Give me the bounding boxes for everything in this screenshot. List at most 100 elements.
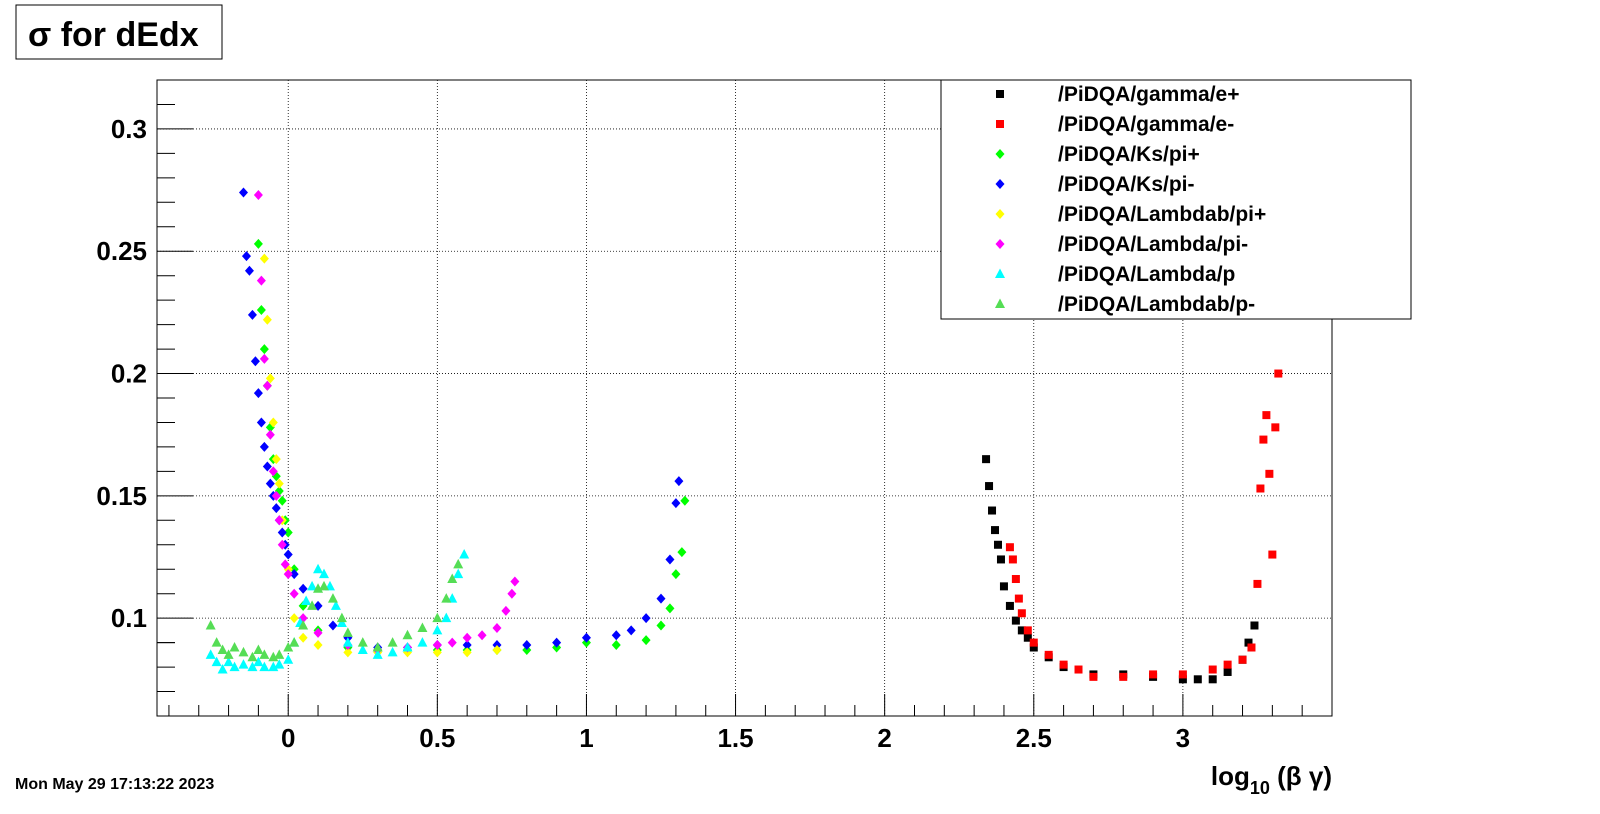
data-point	[253, 656, 264, 667]
legend-label: /PiDQA/Ks/pi+	[1058, 143, 1200, 166]
data-point	[253, 189, 263, 200]
data-point	[253, 388, 263, 399]
series-0	[982, 455, 1259, 684]
data-point	[665, 554, 675, 565]
data-point	[247, 661, 258, 672]
x-tick-label: 3	[1176, 723, 1190, 753]
y-tick-label: 0.25	[96, 236, 147, 266]
data-point	[626, 625, 636, 636]
data-point	[492, 644, 502, 655]
data-point	[1017, 609, 1026, 618]
data-point	[238, 646, 249, 657]
data-point	[462, 640, 472, 651]
data-point	[1014, 594, 1023, 603]
data-point	[217, 644, 228, 654]
data-point	[289, 613, 299, 624]
data-point	[289, 569, 299, 580]
data-point	[985, 482, 994, 491]
data-point	[274, 478, 284, 489]
data-point	[313, 563, 324, 574]
axes: 0 0.5 1 1.5 2 2.5 3 0.1 0.15 0.2 0.25 0.3	[96, 79, 1303, 753]
x-axis-label: log10 (β γ)	[1211, 761, 1332, 798]
data-point	[268, 417, 278, 428]
data-point	[223, 656, 234, 667]
data-point	[280, 559, 290, 570]
legend-label: /PiDQA/gamma/e-	[1058, 113, 1234, 136]
legend-marker	[995, 179, 1005, 189]
data-point	[432, 640, 442, 651]
data-point	[229, 661, 240, 672]
data-point	[1089, 672, 1098, 681]
data-point	[298, 619, 309, 630]
data-point	[671, 498, 681, 509]
data-point	[1008, 555, 1017, 564]
data-point	[1023, 633, 1032, 642]
data-point	[510, 576, 520, 587]
data-point	[680, 495, 690, 506]
x-tick-label: 2	[877, 723, 891, 753]
data-point	[274, 515, 284, 526]
legend-label: /PiDQA/gamma/e+	[1058, 83, 1239, 106]
data-point	[492, 622, 502, 633]
data-point	[268, 651, 279, 662]
data-point	[328, 620, 338, 631]
data-point	[1074, 665, 1083, 674]
y-tick-label: 0.2	[111, 359, 147, 389]
data-point	[283, 527, 293, 538]
data-point	[387, 637, 398, 647]
data-point	[1271, 423, 1280, 432]
data-point	[238, 659, 249, 669]
data-point	[1011, 616, 1020, 625]
data-point	[1149, 670, 1158, 679]
data-point	[253, 238, 263, 249]
legend-label: /PiDQA/Lambda/p	[1058, 263, 1235, 286]
data-point	[671, 569, 681, 580]
data-point	[453, 568, 464, 579]
data-point	[453, 558, 464, 569]
data-point	[301, 595, 312, 606]
data-point	[205, 619, 216, 630]
grid	[157, 80, 1332, 716]
data-point	[262, 461, 272, 472]
data-point	[256, 417, 266, 428]
data-point	[611, 630, 621, 641]
data-point	[229, 642, 240, 652]
data-point	[402, 629, 413, 640]
data-point	[271, 454, 281, 465]
data-point	[552, 637, 562, 648]
data-point	[1253, 579, 1262, 588]
x-tick-label: 1	[579, 723, 593, 753]
series-4	[259, 253, 502, 658]
data-point	[665, 603, 675, 614]
data-point	[417, 637, 428, 647]
legend-marker	[996, 120, 1004, 128]
legend-box	[940, 79, 1412, 320]
data-point	[327, 593, 338, 603]
y-tick-label: 0.15	[96, 481, 147, 511]
data-point	[372, 649, 383, 659]
legend-label: /PiDQA/Lambda/pi-	[1058, 233, 1248, 256]
data-point	[211, 637, 222, 647]
data-point	[244, 265, 254, 276]
data-point	[999, 582, 1008, 591]
data-point	[223, 649, 234, 659]
data-point	[268, 466, 278, 477]
y-tick-label: 0.1	[111, 603, 147, 633]
data-point	[441, 593, 452, 603]
data-point	[330, 600, 341, 610]
data-point	[611, 640, 621, 651]
series-1	[1005, 369, 1283, 681]
data-point	[402, 642, 413, 652]
data-point	[1011, 575, 1020, 584]
data-point	[357, 637, 368, 647]
data-point	[674, 476, 684, 487]
data-point	[459, 549, 470, 559]
data-point	[253, 644, 264, 654]
data-point	[238, 187, 248, 198]
data-point	[1265, 469, 1274, 478]
data-point	[277, 527, 287, 538]
data-point	[641, 613, 651, 624]
data-point	[342, 637, 353, 647]
data-point	[522, 640, 532, 651]
